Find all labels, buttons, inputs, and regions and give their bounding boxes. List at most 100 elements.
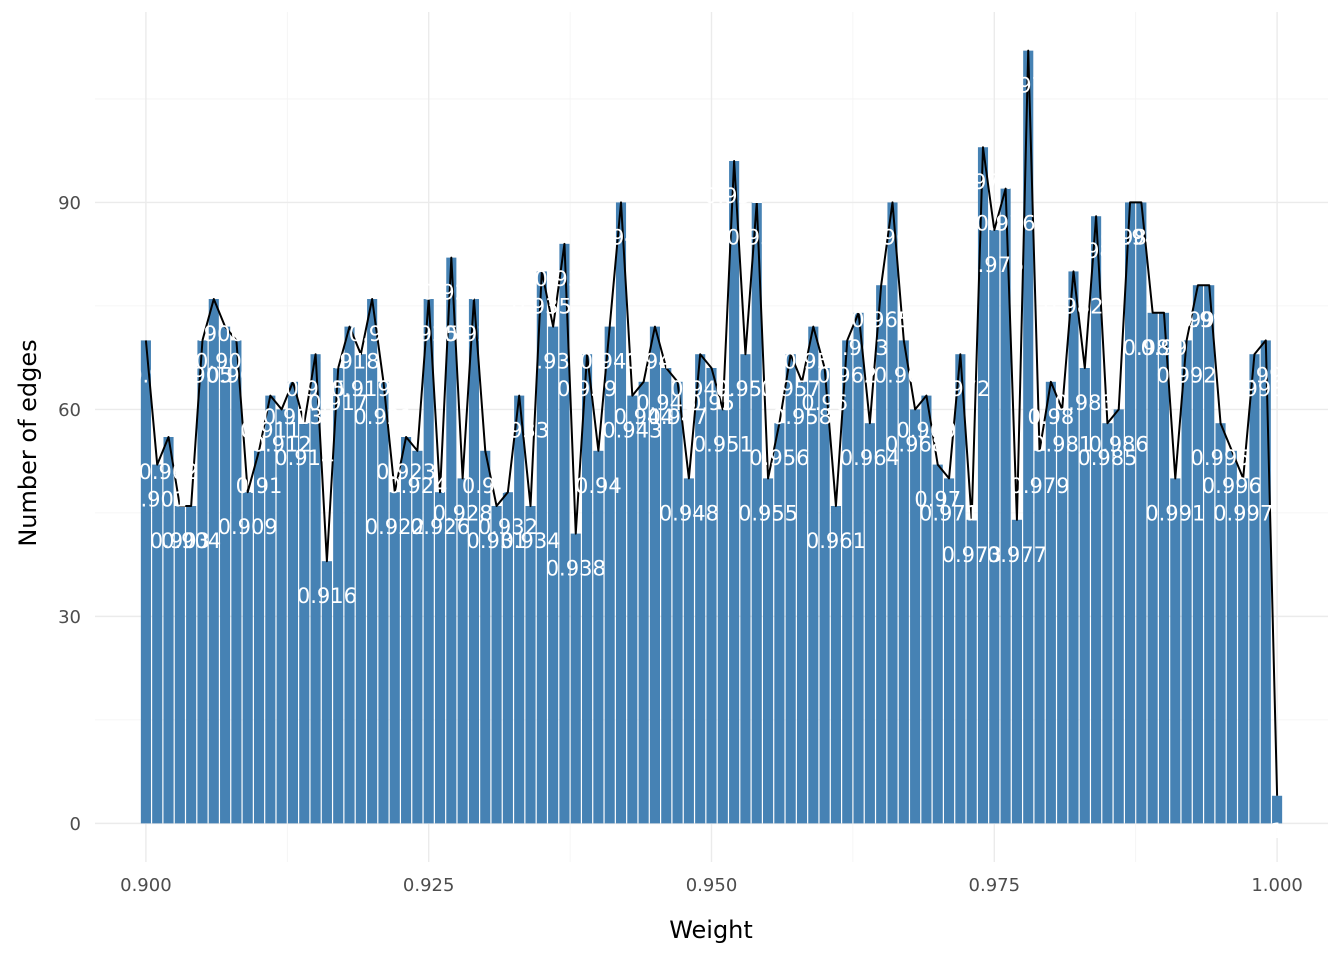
histogram-bar: [717, 409, 728, 824]
histogram-bar: [932, 464, 943, 824]
bar-value-label: 0.988: [1111, 225, 1171, 249]
histogram-bar: [559, 243, 570, 824]
bar-value-label: 0.977: [987, 543, 1047, 567]
bar-value-label: 0.976: [976, 212, 1036, 236]
histogram-bar: [819, 368, 830, 824]
bar-value-label: 1: [1270, 819, 1283, 843]
bar-value-label: 0.939: [557, 377, 617, 401]
trend-line-layer: [144, 49, 1279, 796]
histogram-bar: [344, 326, 355, 824]
bar-value-label: 0.996: [1202, 474, 1262, 498]
histogram-bar: [570, 533, 581, 824]
histogram-bar: [683, 478, 694, 824]
bar-value-label: 0.914: [274, 446, 334, 470]
bar-value-label: 0.93: [462, 474, 509, 498]
histogram-bar: [593, 450, 604, 824]
x-tick-label: 0.975: [969, 875, 1021, 896]
bar-value-label: 0.946: [636, 391, 696, 415]
bar-value-label: 0.969: [896, 419, 956, 443]
bar-value-label: 0.985: [1077, 446, 1137, 470]
histogram-bar: [1215, 423, 1226, 824]
bar-value-label: 0.953: [715, 377, 775, 401]
histogram-bar: [525, 505, 536, 824]
histogram-bar: [615, 202, 627, 824]
histogram-bar: [649, 326, 660, 824]
bar-value-label: 0.947: [648, 405, 708, 429]
histogram-bar: [740, 354, 751, 824]
histogram-bar: [830, 505, 841, 824]
bar-value-label: 0.921: [353, 405, 413, 429]
histogram-bar: [661, 368, 672, 824]
histogram-bar: [548, 326, 559, 824]
bar-value-label: 0.964: [840, 446, 900, 470]
histogram-bar: [1170, 478, 1181, 824]
histogram-bar: [310, 354, 321, 824]
bar-value-label: 0.983: [1055, 391, 1115, 415]
histogram-bar: [796, 381, 808, 824]
histogram-bar: [1000, 188, 1011, 824]
histogram-bar: [1147, 312, 1158, 824]
histogram-bar: [276, 409, 287, 824]
histogram-bar: [1079, 368, 1090, 824]
y-axis-ticks: 0 30 60 90: [58, 193, 81, 835]
bar-value-label: 0.948: [659, 501, 719, 525]
y-tick-label: 30: [58, 607, 81, 628]
histogram-bar: [140, 340, 151, 824]
histogram-bar: [774, 423, 785, 824]
bar-value-label: 0.933: [489, 419, 549, 443]
histogram-bar: [412, 450, 423, 824]
bar-value-label: 0.916: [297, 584, 357, 608]
bar-value-label: 0.96: [801, 391, 848, 415]
histogram-bar: [751, 202, 762, 824]
bar-value-label: 0.952: [704, 184, 764, 208]
bar-value-label: 0.95: [688, 391, 735, 415]
histogram-bar: [253, 450, 265, 824]
histogram-bar: [480, 450, 491, 824]
bar-value-label: 0.974: [953, 170, 1013, 194]
histogram-bar: [1136, 202, 1147, 824]
histogram-bar: [1068, 271, 1079, 824]
bar-value-label: 0.978: [998, 74, 1058, 98]
bar-value-label: 0.908: [206, 363, 266, 387]
bar-value-label: 0.993: [1168, 308, 1228, 332]
bar-value-label: 0.975: [964, 253, 1024, 277]
x-axis-title: Weight: [669, 916, 753, 944]
histogram-bar: [898, 340, 909, 824]
bar-value-label: 0.981: [1032, 432, 1092, 456]
histogram-bar: [457, 478, 468, 824]
bar-value-label: 0.951: [693, 432, 753, 456]
histogram-bar: [1192, 285, 1203, 824]
bar-value-label: 0.941: [580, 350, 640, 374]
histogram-bar: [672, 381, 683, 824]
y-axis-title: Number of edges: [14, 339, 42, 546]
histogram-bar: [955, 354, 966, 824]
histogram-bar: [1045, 381, 1056, 824]
histogram-bar: [1034, 450, 1045, 824]
bar-value-label: 0.979: [1009, 474, 1069, 498]
histogram-bar: [152, 464, 163, 824]
histogram-bar: [265, 395, 276, 824]
histogram-bar: [502, 492, 513, 824]
histogram-bar: [208, 299, 219, 824]
bar-value-label: 0.925: [399, 322, 459, 346]
trend-line: [144, 49, 1279, 796]
bar-value-label: 0.943: [602, 419, 662, 443]
bar-value-label: 0.909: [218, 515, 278, 539]
histogram-bar: [514, 395, 525, 824]
bar-value-label: 0.94: [575, 474, 622, 498]
bar-value-label: 0.923: [376, 460, 436, 484]
histogram-bar: [876, 285, 887, 824]
bar-value-label: 0.944: [614, 405, 674, 429]
y-tick-label: 90: [58, 193, 81, 214]
bar-value-label: 0.955: [738, 501, 798, 525]
bar-value-label: 0.989: [1123, 336, 1183, 360]
bar-value-label: 0.924: [387, 474, 447, 498]
histogram-bar: [389, 492, 400, 824]
bar-value-label: 0.97: [914, 488, 961, 512]
histogram-bar: [536, 271, 547, 824]
bar-value-label: 0.998: [1224, 377, 1284, 401]
bar-value-label: 0.962: [817, 363, 877, 387]
bar-value-label: 0.987: [1100, 225, 1160, 249]
bar-value-label: 0.971: [919, 501, 979, 525]
histogram-bar: [853, 312, 864, 824]
